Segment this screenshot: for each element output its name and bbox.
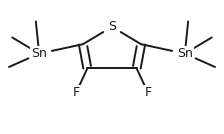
Text: F: F	[144, 86, 151, 99]
Text: Sn: Sn	[177, 47, 193, 60]
Text: Sn: Sn	[31, 47, 47, 60]
Text: S: S	[108, 20, 116, 33]
Text: F: F	[73, 86, 80, 99]
